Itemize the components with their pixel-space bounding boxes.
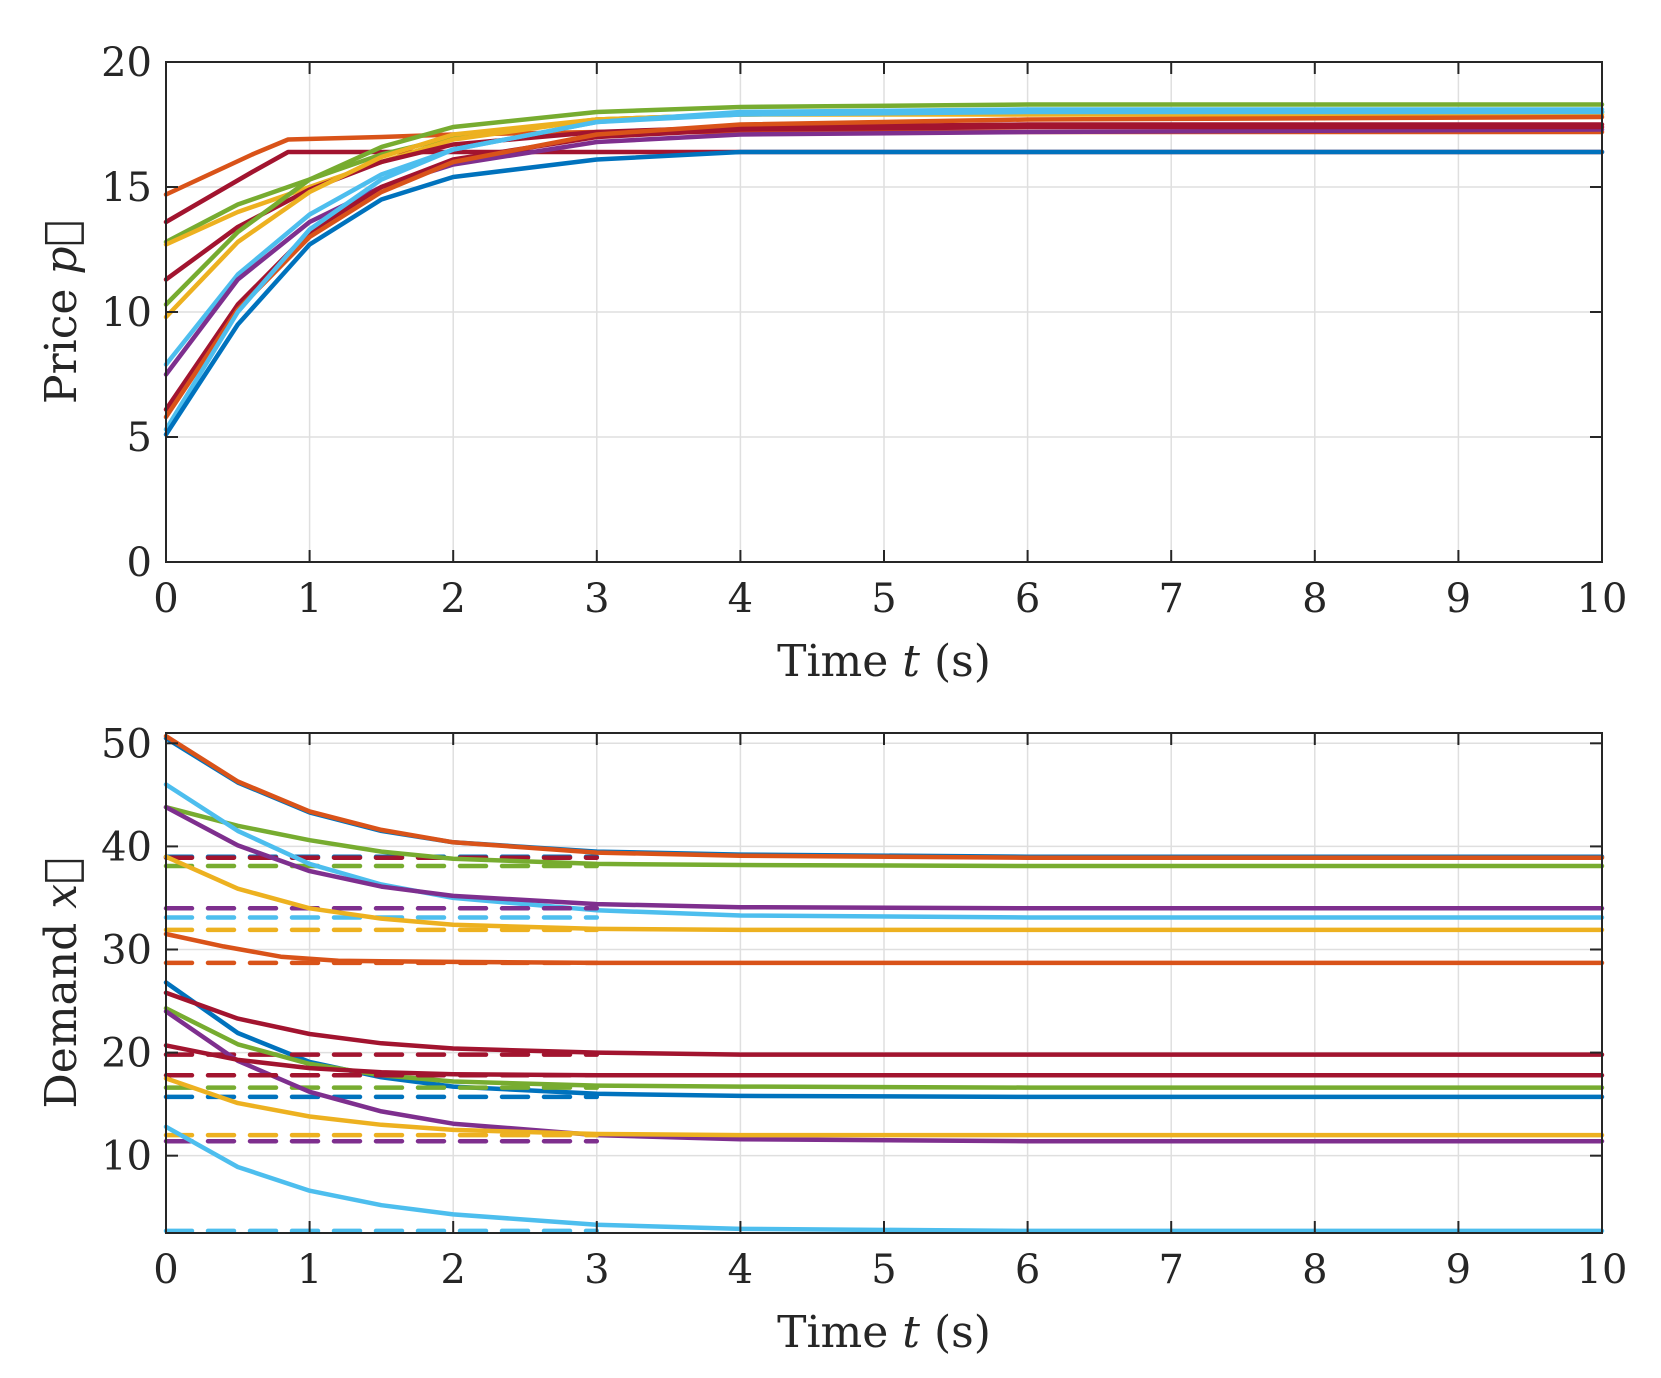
demand-y-tick-label: 10	[101, 1134, 152, 1180]
price-x-tick-label: 6	[1015, 576, 1040, 622]
demand-x-tick-label: 3	[584, 1247, 609, 1293]
price-x-tick-label: 2	[440, 576, 465, 622]
demand-y-tick-label: 30	[101, 927, 152, 973]
demand-x-tick-label: 2	[440, 1247, 465, 1293]
price-y-axis-label: Price p⃗	[36, 220, 87, 404]
price-x-tick-label: 1	[297, 576, 322, 622]
demand-y-tick-label: 20	[101, 1031, 152, 1077]
demand-grid	[165, 733, 1603, 1233]
demand-x-tick-label: 10	[1577, 1247, 1628, 1293]
price-x-tick-label: 4	[728, 576, 753, 622]
price-y-tick-label: 5	[127, 415, 152, 461]
demand-14-line	[163, 1124, 1605, 1234]
demand-x-tick-label: 8	[1302, 1247, 1327, 1293]
demand-x-tick-label: 5	[871, 1247, 896, 1293]
demand-11-line	[163, 1009, 1605, 1144]
price-x-axis-label: Time t (s)	[777, 636, 991, 687]
price-9-line	[163, 127, 1605, 377]
demand-x-tick-label: 0	[153, 1247, 178, 1293]
demand-x-tick-label: 7	[1158, 1247, 1183, 1293]
price-6-line	[163, 102, 1605, 307]
demand-ticks: 0 1 2 3 4 5 6 7 8 9 10 10 20 30 40 50	[101, 721, 1627, 1293]
price-10-line	[163, 124, 1605, 412]
demand-y-tick-label: 40	[101, 824, 152, 870]
demand-x-tick-label: 6	[1015, 1247, 1040, 1293]
demand-6-line	[163, 854, 1605, 933]
price-y-tick-label: 20	[101, 40, 152, 86]
demand-x-tick-label: 1	[297, 1247, 322, 1293]
demand-9-line	[163, 990, 1605, 1057]
demand-x-tick-label: 9	[1446, 1247, 1471, 1293]
price-x-tick-label: 8	[1302, 576, 1327, 622]
demand-7-line	[163, 931, 1605, 966]
price-y-tick-label: 15	[101, 165, 152, 211]
demand-2-line	[163, 733, 1605, 860]
price-x-tick-label: 10	[1577, 576, 1628, 622]
price-13-line	[163, 149, 1605, 437]
demand-8-line	[163, 980, 1605, 1100]
demand-5-line	[163, 804, 1605, 911]
price-x-tick-label: 3	[584, 576, 609, 622]
demand-y-tick-label: 50	[101, 721, 152, 767]
price-series	[163, 102, 1605, 437]
demand-10-line	[163, 1006, 1605, 1090]
price-x-tick-label: 9	[1446, 576, 1471, 622]
price-chart: 0 1 2 3 4 5 6 7 8 9 10 0 5 10 15 20 Time t (s) Price p⃗	[36, 40, 1627, 687]
demand-12-line	[163, 1043, 1605, 1078]
demand-x-axis-label: Time t (s)	[777, 1307, 991, 1358]
price-x-tick-label: 0	[153, 576, 178, 622]
demand-chart: 0 1 2 3 4 5 6 7 8 9 10 10 20 30 40 50 Time t (s) Demand…	[36, 721, 1627, 1358]
price-2-line	[163, 149, 1605, 225]
price-x-tick-label: 5	[871, 576, 896, 622]
price-12-line	[163, 109, 1605, 432]
price-x-tick-label: 7	[1158, 576, 1183, 622]
price-ticks: 0 1 2 3 4 5 6 7 8 9 10 0 5 10 15 20	[101, 40, 1627, 622]
demand-y-axis-label: Demand x⃗	[36, 858, 87, 1109]
demand-13-line	[163, 1076, 1605, 1138]
demand-x-tick-label: 4	[728, 1247, 753, 1293]
demand-3-line	[163, 804, 1605, 869]
demand-series	[163, 733, 1605, 1234]
price-y-tick-label: 10	[101, 290, 152, 336]
price-y-tick-label: 0	[127, 540, 152, 586]
